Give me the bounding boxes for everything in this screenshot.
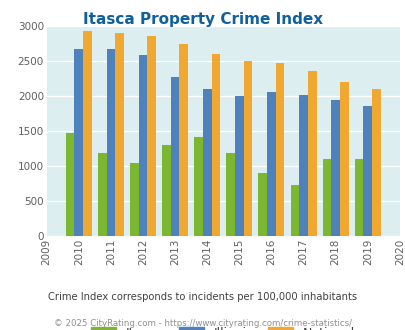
Bar xyxy=(139,55,147,236)
Bar xyxy=(330,100,339,236)
Bar xyxy=(226,153,234,236)
Text: © 2025 CityRating.com - https://www.cityrating.com/crime-statistics/: © 2025 CityRating.com - https://www.city… xyxy=(54,319,351,328)
Bar xyxy=(307,71,316,236)
Bar xyxy=(243,61,252,236)
Bar xyxy=(179,44,188,236)
Bar xyxy=(147,36,156,236)
Bar xyxy=(202,89,211,236)
Bar xyxy=(339,82,348,236)
Bar xyxy=(98,153,107,236)
Bar xyxy=(371,89,380,236)
Text: Itasca Property Crime Index: Itasca Property Crime Index xyxy=(83,12,322,26)
Bar xyxy=(83,31,92,236)
Bar xyxy=(130,163,139,236)
Text: Crime Index corresponds to incidents per 100,000 inhabitants: Crime Index corresponds to incidents per… xyxy=(48,292,357,302)
Bar xyxy=(194,137,202,236)
Bar xyxy=(275,63,284,236)
Bar xyxy=(211,54,220,236)
Bar xyxy=(107,50,115,236)
Bar xyxy=(162,145,171,236)
Bar xyxy=(66,133,74,236)
Bar xyxy=(298,95,307,236)
Bar xyxy=(171,77,179,236)
Bar xyxy=(322,159,330,236)
Bar xyxy=(258,173,266,236)
Bar xyxy=(362,106,371,236)
Bar xyxy=(234,96,243,236)
Bar xyxy=(354,159,362,236)
Bar xyxy=(290,185,298,236)
Bar xyxy=(115,33,124,236)
Bar xyxy=(266,92,275,236)
Legend: Itasca, Illinois, National: Itasca, Illinois, National xyxy=(86,322,360,330)
Bar xyxy=(74,50,83,236)
